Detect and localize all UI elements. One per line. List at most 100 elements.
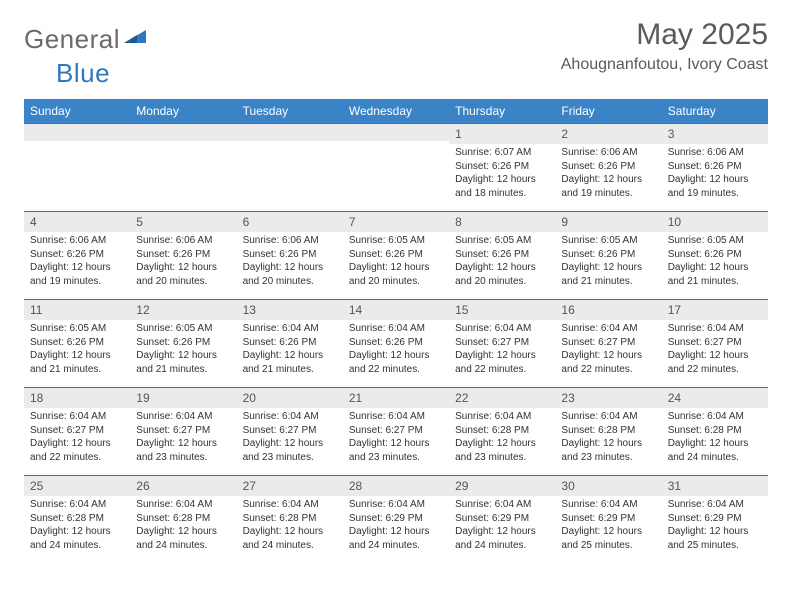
logo-mark-icon (124, 27, 146, 52)
weekday-header-row: Sunday Monday Tuesday Wednesday Thursday… (24, 99, 768, 123)
day-body: Sunrise: 6:05 AMSunset: 6:26 PMDaylight:… (24, 320, 130, 382)
day-cell: 30Sunrise: 6:04 AMSunset: 6:29 PMDayligh… (555, 475, 661, 563)
sunset-text: Sunset: 6:28 PM (668, 424, 762, 438)
daylight-text: Daylight: 12 hours and 23 minutes. (243, 437, 337, 464)
weekday-header: Sunday (24, 99, 130, 123)
day-body: Sunrise: 6:04 AMSunset: 6:28 PMDaylight:… (237, 496, 343, 558)
day-number: 15 (449, 299, 555, 320)
sunrise-text: Sunrise: 6:06 AM (668, 146, 762, 160)
sunrise-text: Sunrise: 6:04 AM (455, 322, 549, 336)
daylight-text: Daylight: 12 hours and 22 minutes. (349, 349, 443, 376)
daylight-text: Daylight: 12 hours and 20 minutes. (243, 261, 337, 288)
day-cell: 27Sunrise: 6:04 AMSunset: 6:28 PMDayligh… (237, 475, 343, 563)
sunrise-text: Sunrise: 6:04 AM (349, 410, 443, 424)
day-body: Sunrise: 6:06 AMSunset: 6:26 PMDaylight:… (555, 144, 661, 206)
daylight-text: Daylight: 12 hours and 19 minutes. (30, 261, 124, 288)
daylight-text: Daylight: 12 hours and 24 minutes. (30, 525, 124, 552)
day-body: Sunrise: 6:05 AMSunset: 6:26 PMDaylight:… (130, 320, 236, 382)
day-number: 21 (343, 387, 449, 408)
day-number: 7 (343, 211, 449, 232)
sunset-text: Sunset: 6:27 PM (455, 336, 549, 350)
daylight-text: Daylight: 12 hours and 24 minutes. (455, 525, 549, 552)
day-number: 23 (555, 387, 661, 408)
sunrise-text: Sunrise: 6:04 AM (668, 498, 762, 512)
sunrise-text: Sunrise: 6:04 AM (243, 410, 337, 424)
day-number: 18 (24, 387, 130, 408)
sunrise-text: Sunrise: 6:05 AM (30, 322, 124, 336)
day-cell: 8Sunrise: 6:05 AMSunset: 6:26 PMDaylight… (449, 211, 555, 299)
sunset-text: Sunset: 6:27 PM (668, 336, 762, 350)
sunrise-text: Sunrise: 6:04 AM (243, 322, 337, 336)
sunset-text: Sunset: 6:28 PM (243, 512, 337, 526)
sunset-text: Sunset: 6:28 PM (30, 512, 124, 526)
sunset-text: Sunset: 6:26 PM (136, 336, 230, 350)
day-cell: 14Sunrise: 6:04 AMSunset: 6:26 PMDayligh… (343, 299, 449, 387)
day-cell (237, 123, 343, 211)
day-number (343, 123, 449, 141)
day-cell: 10Sunrise: 6:05 AMSunset: 6:26 PMDayligh… (662, 211, 768, 299)
day-number: 11 (24, 299, 130, 320)
daylight-text: Daylight: 12 hours and 23 minutes. (455, 437, 549, 464)
sunset-text: Sunset: 6:28 PM (455, 424, 549, 438)
sunset-text: Sunset: 6:26 PM (561, 160, 655, 174)
day-body: Sunrise: 6:04 AMSunset: 6:29 PMDaylight:… (449, 496, 555, 558)
daylight-text: Daylight: 12 hours and 24 minutes. (668, 437, 762, 464)
day-body: Sunrise: 6:04 AMSunset: 6:27 PMDaylight:… (449, 320, 555, 382)
daylight-text: Daylight: 12 hours and 20 minutes. (136, 261, 230, 288)
sunset-text: Sunset: 6:26 PM (136, 248, 230, 262)
day-body: Sunrise: 6:06 AMSunset: 6:26 PMDaylight:… (130, 232, 236, 294)
daylight-text: Daylight: 12 hours and 23 minutes. (136, 437, 230, 464)
day-body: Sunrise: 6:04 AMSunset: 6:29 PMDaylight:… (555, 496, 661, 558)
sunrise-text: Sunrise: 6:04 AM (455, 410, 549, 424)
daylight-text: Daylight: 12 hours and 18 minutes. (455, 173, 549, 200)
sunrise-text: Sunrise: 6:07 AM (455, 146, 549, 160)
day-cell: 29Sunrise: 6:04 AMSunset: 6:29 PMDayligh… (449, 475, 555, 563)
sunrise-text: Sunrise: 6:04 AM (30, 410, 124, 424)
day-body: Sunrise: 6:05 AMSunset: 6:26 PMDaylight:… (662, 232, 768, 294)
sunset-text: Sunset: 6:26 PM (668, 160, 762, 174)
sunset-text: Sunset: 6:26 PM (561, 248, 655, 262)
weekday-header: Thursday (449, 99, 555, 123)
day-body: Sunrise: 6:04 AMSunset: 6:28 PMDaylight:… (662, 408, 768, 470)
sunrise-text: Sunrise: 6:06 AM (136, 234, 230, 248)
sunrise-text: Sunrise: 6:05 AM (668, 234, 762, 248)
day-body: Sunrise: 6:04 AMSunset: 6:27 PMDaylight:… (662, 320, 768, 382)
sunrise-text: Sunrise: 6:04 AM (136, 498, 230, 512)
day-body: Sunrise: 6:04 AMSunset: 6:28 PMDaylight:… (130, 496, 236, 558)
day-cell: 20Sunrise: 6:04 AMSunset: 6:27 PMDayligh… (237, 387, 343, 475)
day-number: 16 (555, 299, 661, 320)
day-cell: 21Sunrise: 6:04 AMSunset: 6:27 PMDayligh… (343, 387, 449, 475)
sunrise-text: Sunrise: 6:04 AM (668, 322, 762, 336)
day-number: 24 (662, 387, 768, 408)
day-cell: 3Sunrise: 6:06 AMSunset: 6:26 PMDaylight… (662, 123, 768, 211)
location-label: Ahougnanfoutou, Ivory Coast (561, 56, 768, 74)
day-number (24, 123, 130, 141)
sunset-text: Sunset: 6:26 PM (349, 336, 443, 350)
day-cell: 16Sunrise: 6:04 AMSunset: 6:27 PMDayligh… (555, 299, 661, 387)
day-body: Sunrise: 6:04 AMSunset: 6:26 PMDaylight:… (343, 320, 449, 382)
week-row: 18Sunrise: 6:04 AMSunset: 6:27 PMDayligh… (24, 387, 768, 475)
daylight-text: Daylight: 12 hours and 19 minutes. (561, 173, 655, 200)
logo-text-blue: Blue (56, 58, 110, 89)
daylight-text: Daylight: 12 hours and 23 minutes. (561, 437, 655, 464)
sunset-text: Sunset: 6:29 PM (455, 512, 549, 526)
day-cell: 24Sunrise: 6:04 AMSunset: 6:28 PMDayligh… (662, 387, 768, 475)
day-number: 17 (662, 299, 768, 320)
daylight-text: Daylight: 12 hours and 25 minutes. (561, 525, 655, 552)
logo: General (24, 24, 148, 55)
day-number: 6 (237, 211, 343, 232)
sunrise-text: Sunrise: 6:04 AM (349, 322, 443, 336)
daylight-text: Daylight: 12 hours and 20 minutes. (349, 261, 443, 288)
day-number: 22 (449, 387, 555, 408)
sunset-text: Sunset: 6:26 PM (668, 248, 762, 262)
sunset-text: Sunset: 6:29 PM (349, 512, 443, 526)
sunset-text: Sunset: 6:28 PM (561, 424, 655, 438)
day-body (343, 141, 449, 149)
sunset-text: Sunset: 6:29 PM (561, 512, 655, 526)
day-number: 28 (343, 475, 449, 496)
day-cell: 9Sunrise: 6:05 AMSunset: 6:26 PMDaylight… (555, 211, 661, 299)
day-number: 10 (662, 211, 768, 232)
logo-text-general: General (24, 24, 120, 55)
day-body: Sunrise: 6:04 AMSunset: 6:27 PMDaylight:… (130, 408, 236, 470)
sunset-text: Sunset: 6:27 PM (243, 424, 337, 438)
